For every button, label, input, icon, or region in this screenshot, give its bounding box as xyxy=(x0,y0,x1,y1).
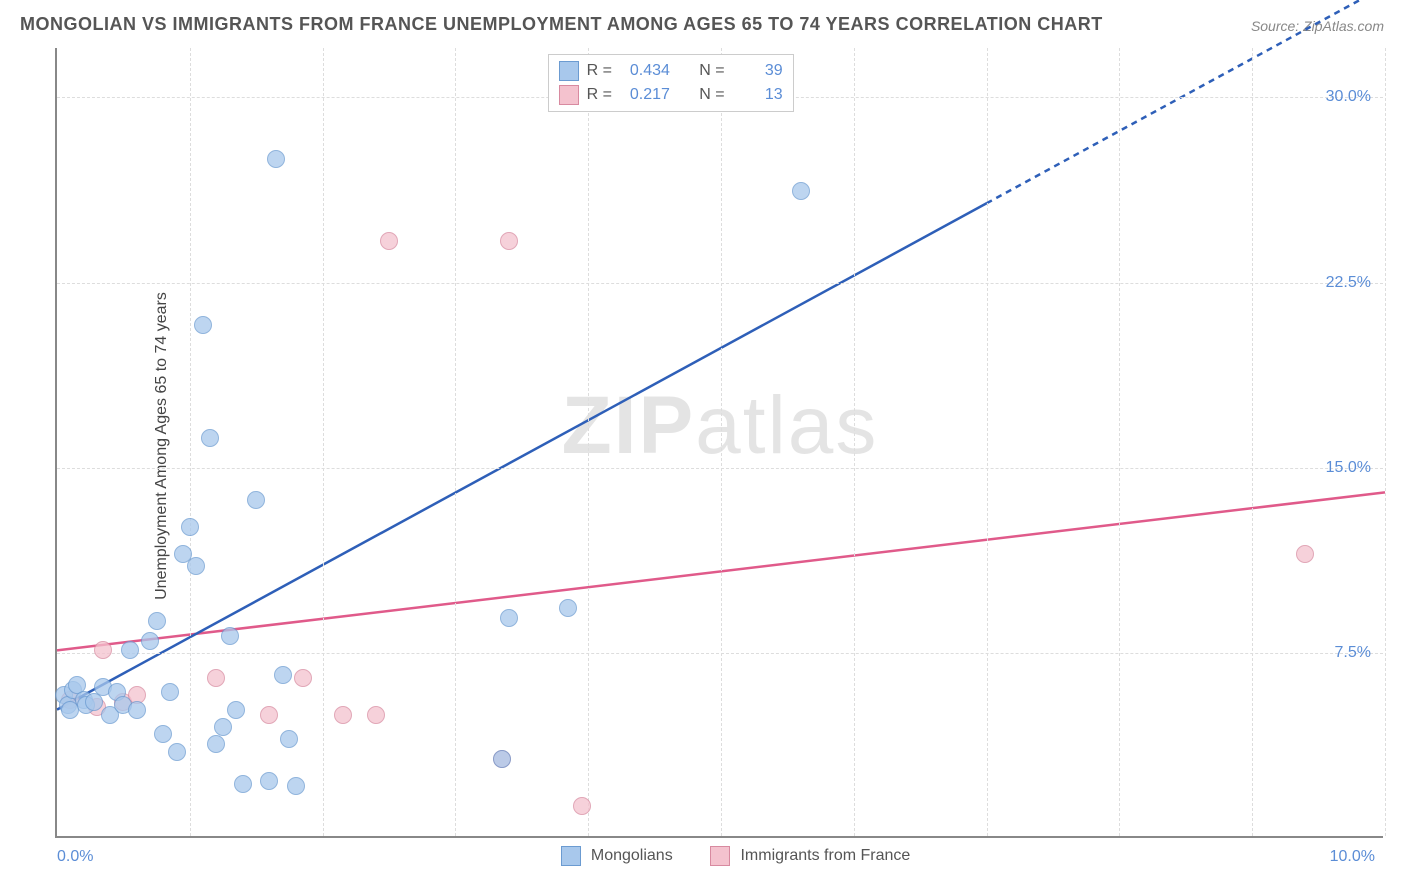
scatter-point xyxy=(367,706,385,724)
x-tick-label-max: 10.0% xyxy=(1330,848,1375,866)
legend-label: Immigrants from France xyxy=(740,847,910,865)
scatter-point xyxy=(260,706,278,724)
scatter-point xyxy=(161,683,179,701)
source-attribution: Source: ZipAtlas.com xyxy=(1251,18,1384,34)
scatter-point xyxy=(334,706,352,724)
legend-series: Mongolians Immigrants from France xyxy=(561,846,938,866)
legend-label: Mongolians xyxy=(591,847,673,865)
scatter-point xyxy=(94,641,112,659)
y-tick-label: 15.0% xyxy=(1326,459,1371,477)
scatter-point xyxy=(573,797,591,815)
scatter-point xyxy=(227,701,245,719)
scatter-point xyxy=(792,182,810,200)
x-tick-label-min: 0.0% xyxy=(57,848,93,866)
scatter-point xyxy=(128,701,146,719)
scatter-point xyxy=(380,232,398,250)
scatter-point xyxy=(201,429,219,447)
scatter-point xyxy=(214,718,232,736)
gridline-horizontal xyxy=(57,468,1383,469)
gridline-vertical xyxy=(854,48,855,836)
legend-swatch xyxy=(710,846,730,866)
plot-area: ZIPatlas 7.5%15.0%22.5%30.0%0.0%10.0%R =… xyxy=(55,48,1383,838)
chart-container: MONGOLIAN VS IMMIGRANTS FROM FRANCE UNEM… xyxy=(0,0,1406,892)
scatter-point xyxy=(207,735,225,753)
scatter-point xyxy=(500,232,518,250)
gridline-horizontal xyxy=(57,653,1383,654)
scatter-point xyxy=(287,777,305,795)
scatter-point xyxy=(493,750,511,768)
gridline-vertical xyxy=(190,48,191,836)
scatter-point xyxy=(221,627,239,645)
scatter-point xyxy=(280,730,298,748)
trend-lines xyxy=(57,48,1383,836)
gridline-horizontal xyxy=(57,283,1383,284)
scatter-point xyxy=(274,666,292,684)
gridline-vertical xyxy=(588,48,589,836)
legend-row: R =0.217 N =13 xyxy=(559,83,783,107)
scatter-point xyxy=(194,316,212,334)
scatter-point xyxy=(500,609,518,627)
legend-swatch xyxy=(559,61,579,81)
scatter-point xyxy=(267,150,285,168)
scatter-point xyxy=(247,491,265,509)
scatter-point xyxy=(181,518,199,536)
scatter-point xyxy=(294,669,312,687)
scatter-point xyxy=(260,772,278,790)
legend-row: R =0.434 N =39 xyxy=(559,59,783,83)
gridline-vertical xyxy=(1252,48,1253,836)
legend-swatch xyxy=(561,846,581,866)
gridline-vertical xyxy=(455,48,456,836)
scatter-point xyxy=(168,743,186,761)
legend-correlation: R =0.434 N =39R =0.217 N =13 xyxy=(548,54,794,112)
scatter-point xyxy=(1296,545,1314,563)
gridline-vertical xyxy=(323,48,324,836)
legend-swatch xyxy=(559,85,579,105)
gridline-vertical xyxy=(987,48,988,836)
scatter-point xyxy=(207,669,225,687)
y-tick-label: 30.0% xyxy=(1326,88,1371,106)
y-tick-label: 22.5% xyxy=(1326,274,1371,292)
scatter-point xyxy=(187,557,205,575)
gridline-vertical xyxy=(1385,48,1386,836)
y-tick-label: 7.5% xyxy=(1335,644,1371,662)
scatter-point xyxy=(121,641,139,659)
gridline-vertical xyxy=(721,48,722,836)
scatter-point xyxy=(141,632,159,650)
gridline-vertical xyxy=(1119,48,1120,836)
scatter-point xyxy=(148,612,166,630)
chart-title: MONGOLIAN VS IMMIGRANTS FROM FRANCE UNEM… xyxy=(20,14,1103,35)
scatter-point xyxy=(234,775,252,793)
scatter-point xyxy=(154,725,172,743)
scatter-point xyxy=(559,599,577,617)
